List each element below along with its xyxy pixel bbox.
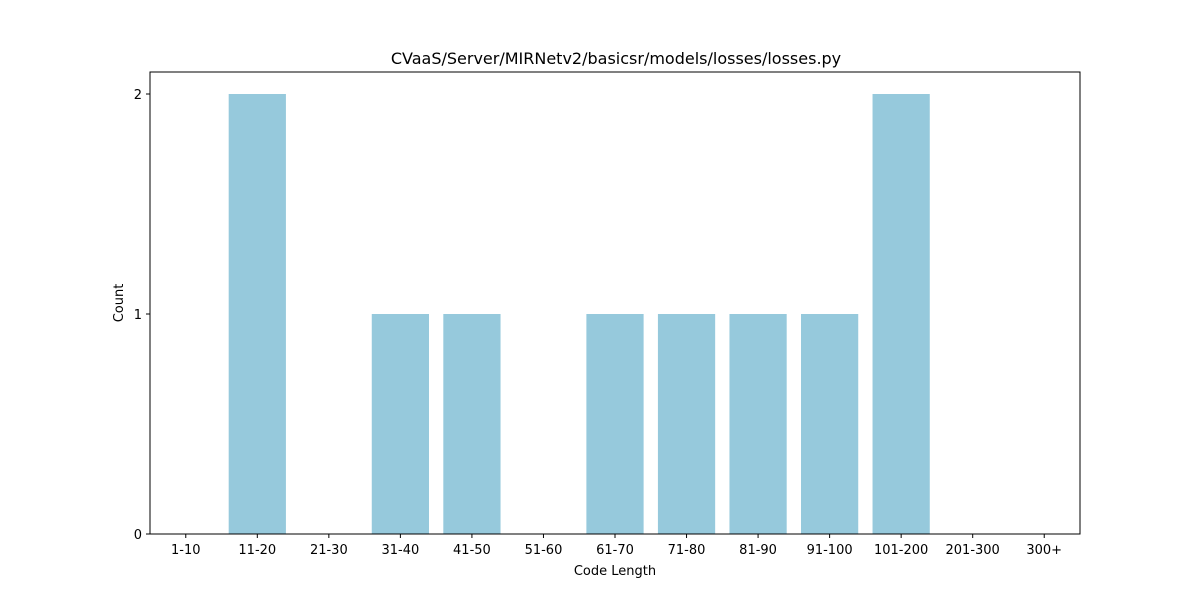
x-tick-label: 201-300: [946, 543, 1000, 558]
bar-101-200: [872, 94, 930, 534]
bar-91-100: [801, 314, 859, 534]
x-tick-label: 71-80: [668, 543, 706, 558]
chart-title: CVaaS/Server/MIRNetv2/basicsr/models/los…: [391, 49, 841, 68]
x-tick-label: 51-60: [525, 543, 563, 558]
y-tick-label: 0: [134, 528, 142, 543]
x-tick-label: 61-70: [596, 543, 634, 558]
x-axis-label: Code Length: [574, 564, 656, 579]
bar-81-90: [729, 314, 787, 534]
x-tick-label: 91-100: [807, 543, 853, 558]
x-tick-label: 1-10: [171, 543, 201, 558]
x-tick-label: 101-200: [874, 543, 928, 558]
x-axis: 1-10 11-20 21-30 31-40 41-50 51-60 61-70 71-80 8…: [171, 534, 1062, 558]
x-tick-label: 31-40: [381, 543, 419, 558]
bar-31-40: [371, 314, 429, 534]
bar-11-20: [228, 94, 286, 534]
x-tick-label: 81-90: [739, 543, 777, 558]
bars-layer: [228, 94, 930, 534]
bar-71-80: [657, 314, 716, 534]
x-tick-label: 41-50: [453, 543, 491, 558]
y-axis-label: Count: [112, 284, 127, 323]
y-axis: 0 1 2: [134, 88, 150, 543]
x-tick-label: 300+: [1026, 543, 1062, 558]
y-tick-label: 1: [134, 308, 142, 323]
bar-61-70: [586, 314, 644, 534]
x-tick-label: 11-20: [238, 543, 276, 558]
y-tick-label: 2: [134, 88, 142, 103]
bar-41-50: [443, 314, 501, 534]
x-tick-label: 21-30: [310, 543, 348, 558]
